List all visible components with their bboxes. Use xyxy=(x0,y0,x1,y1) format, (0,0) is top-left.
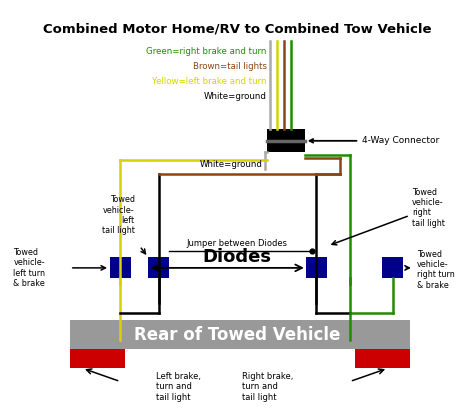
Bar xyxy=(148,257,169,278)
Text: Towed
vehicle-
right turn
& brake: Towed vehicle- right turn & brake xyxy=(417,250,455,290)
Text: Towed
vehicle-
left
tail light: Towed vehicle- left tail light xyxy=(102,195,135,235)
Text: Jumper between Diodes: Jumper between Diodes xyxy=(186,239,288,248)
Text: Brown=tail lights: Brown=tail lights xyxy=(192,62,266,71)
Text: Yellow=left brake and turn: Yellow=left brake and turn xyxy=(152,77,266,86)
Bar xyxy=(70,349,125,368)
Text: White=ground: White=ground xyxy=(204,93,266,101)
Bar xyxy=(382,257,403,278)
Text: Green=right brake and turn: Green=right brake and turn xyxy=(146,47,266,56)
Bar xyxy=(70,320,410,349)
Text: Rear of Towed Vehicle: Rear of Towed Vehicle xyxy=(134,326,340,344)
Bar xyxy=(110,257,131,278)
Text: Combined Motor Home/RV to Combined Tow Vehicle: Combined Motor Home/RV to Combined Tow V… xyxy=(43,22,431,35)
Text: White=ground: White=ground xyxy=(200,160,263,169)
Bar xyxy=(355,349,410,368)
Text: Towed
vehicle-
right
tail light: Towed vehicle- right tail light xyxy=(412,188,445,228)
Bar xyxy=(306,257,327,278)
Text: Left brake,
turn and
tail light: Left brake, turn and tail light xyxy=(156,372,201,402)
Text: Diodes: Diodes xyxy=(202,248,272,266)
Text: Right brake,
turn and
tail light: Right brake, turn and tail light xyxy=(242,372,293,402)
Text: Towed
vehicle-
left turn
& brake: Towed vehicle- left turn & brake xyxy=(13,248,46,288)
Bar xyxy=(266,129,305,152)
Text: 4-Way Connector: 4-Way Connector xyxy=(310,136,439,145)
